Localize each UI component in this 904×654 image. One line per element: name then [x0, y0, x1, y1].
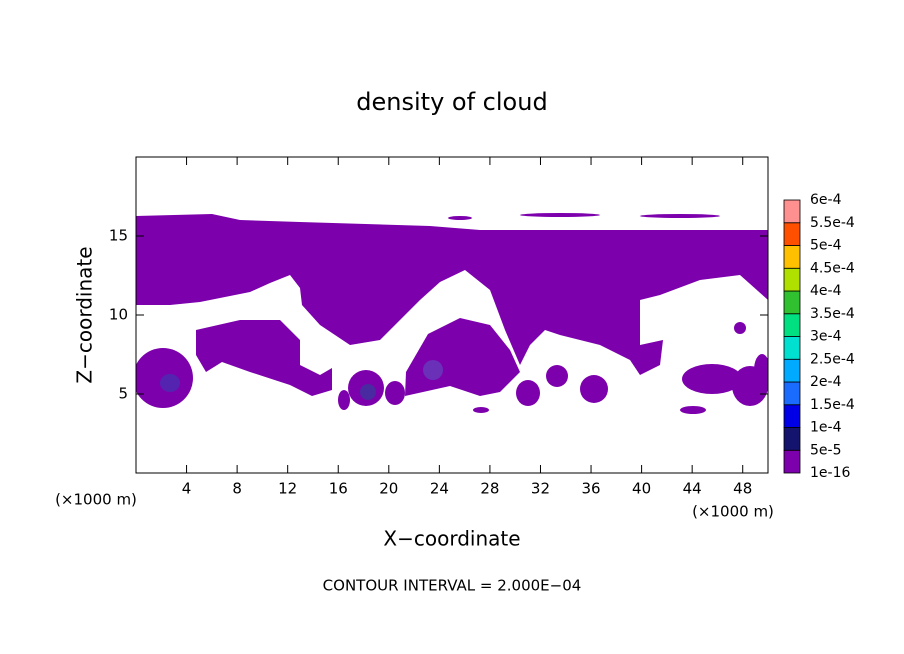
- colorbar-label: 4e-4: [810, 283, 842, 299]
- y-axis-label: Z−coordinate: [73, 246, 97, 383]
- colorbar-box: [783, 290, 801, 315]
- colorbar-box: [783, 336, 801, 360]
- colorbar-label: 2e-4: [810, 374, 842, 390]
- colorbar-box: [783, 245, 801, 269]
- footer: CONTOUR INTERVAL = 2.000E−04: [323, 577, 582, 595]
- colorbar-label: 6e-4: [810, 192, 842, 208]
- x-tick-label: 32: [531, 480, 550, 498]
- plot-frame: [135, 156, 769, 474]
- colorbar-box: [783, 222, 801, 246]
- y-unit-label: (×1000 m): [55, 491, 137, 509]
- colorbar-box: [783, 449, 801, 474]
- x-tick-label: 40: [632, 480, 651, 498]
- colorbar-label: 2.5e-4: [810, 351, 855, 367]
- colorbar-box: [783, 199, 801, 224]
- colorbar-box: [783, 313, 801, 337]
- x-tick-label: 4: [182, 480, 192, 498]
- x-axis-label: X−coordinate: [383, 527, 520, 551]
- colorbar-label: 5e-4: [810, 238, 842, 254]
- y-tick-label: 15: [109, 227, 128, 245]
- x-tick-label: 48: [733, 480, 752, 498]
- colorbar-label: 3e-4: [810, 329, 842, 345]
- colorbar-label: 1e-4: [810, 420, 842, 436]
- colorbar-label: 5.5e-4: [810, 215, 855, 231]
- colorbar-label: 4.5e-4: [810, 260, 855, 276]
- x-tick-label: 24: [430, 480, 449, 498]
- contour-field: [136, 213, 768, 414]
- colorbar-label: 1.5e-4: [810, 397, 855, 413]
- colorbar-label: 5e-5: [810, 442, 841, 458]
- colorbar-box: [783, 427, 801, 451]
- chart-title: density of cloud: [356, 88, 547, 116]
- colorbar-box: [783, 404, 801, 428]
- x-unit-label: (×1000 m): [692, 503, 774, 521]
- y-tick-label: 5: [118, 385, 128, 403]
- x-tick-label: 36: [581, 480, 600, 498]
- x-tick-label: 44: [683, 480, 702, 498]
- colorbar-label: 3.5e-4: [810, 306, 855, 322]
- y-tick-label: 10: [109, 306, 128, 324]
- x-tick-label: 16: [329, 480, 348, 498]
- colorbar-box: [783, 267, 801, 292]
- colorbar-label: 1e-16: [810, 465, 850, 481]
- x-tick-label: 8: [232, 480, 242, 498]
- x-tick-label: 12: [278, 480, 297, 498]
- x-tick-label: 20: [379, 480, 398, 498]
- colorbar-box: [783, 358, 801, 383]
- colorbar-box: [783, 381, 801, 406]
- x-tick-label: 28: [480, 480, 499, 498]
